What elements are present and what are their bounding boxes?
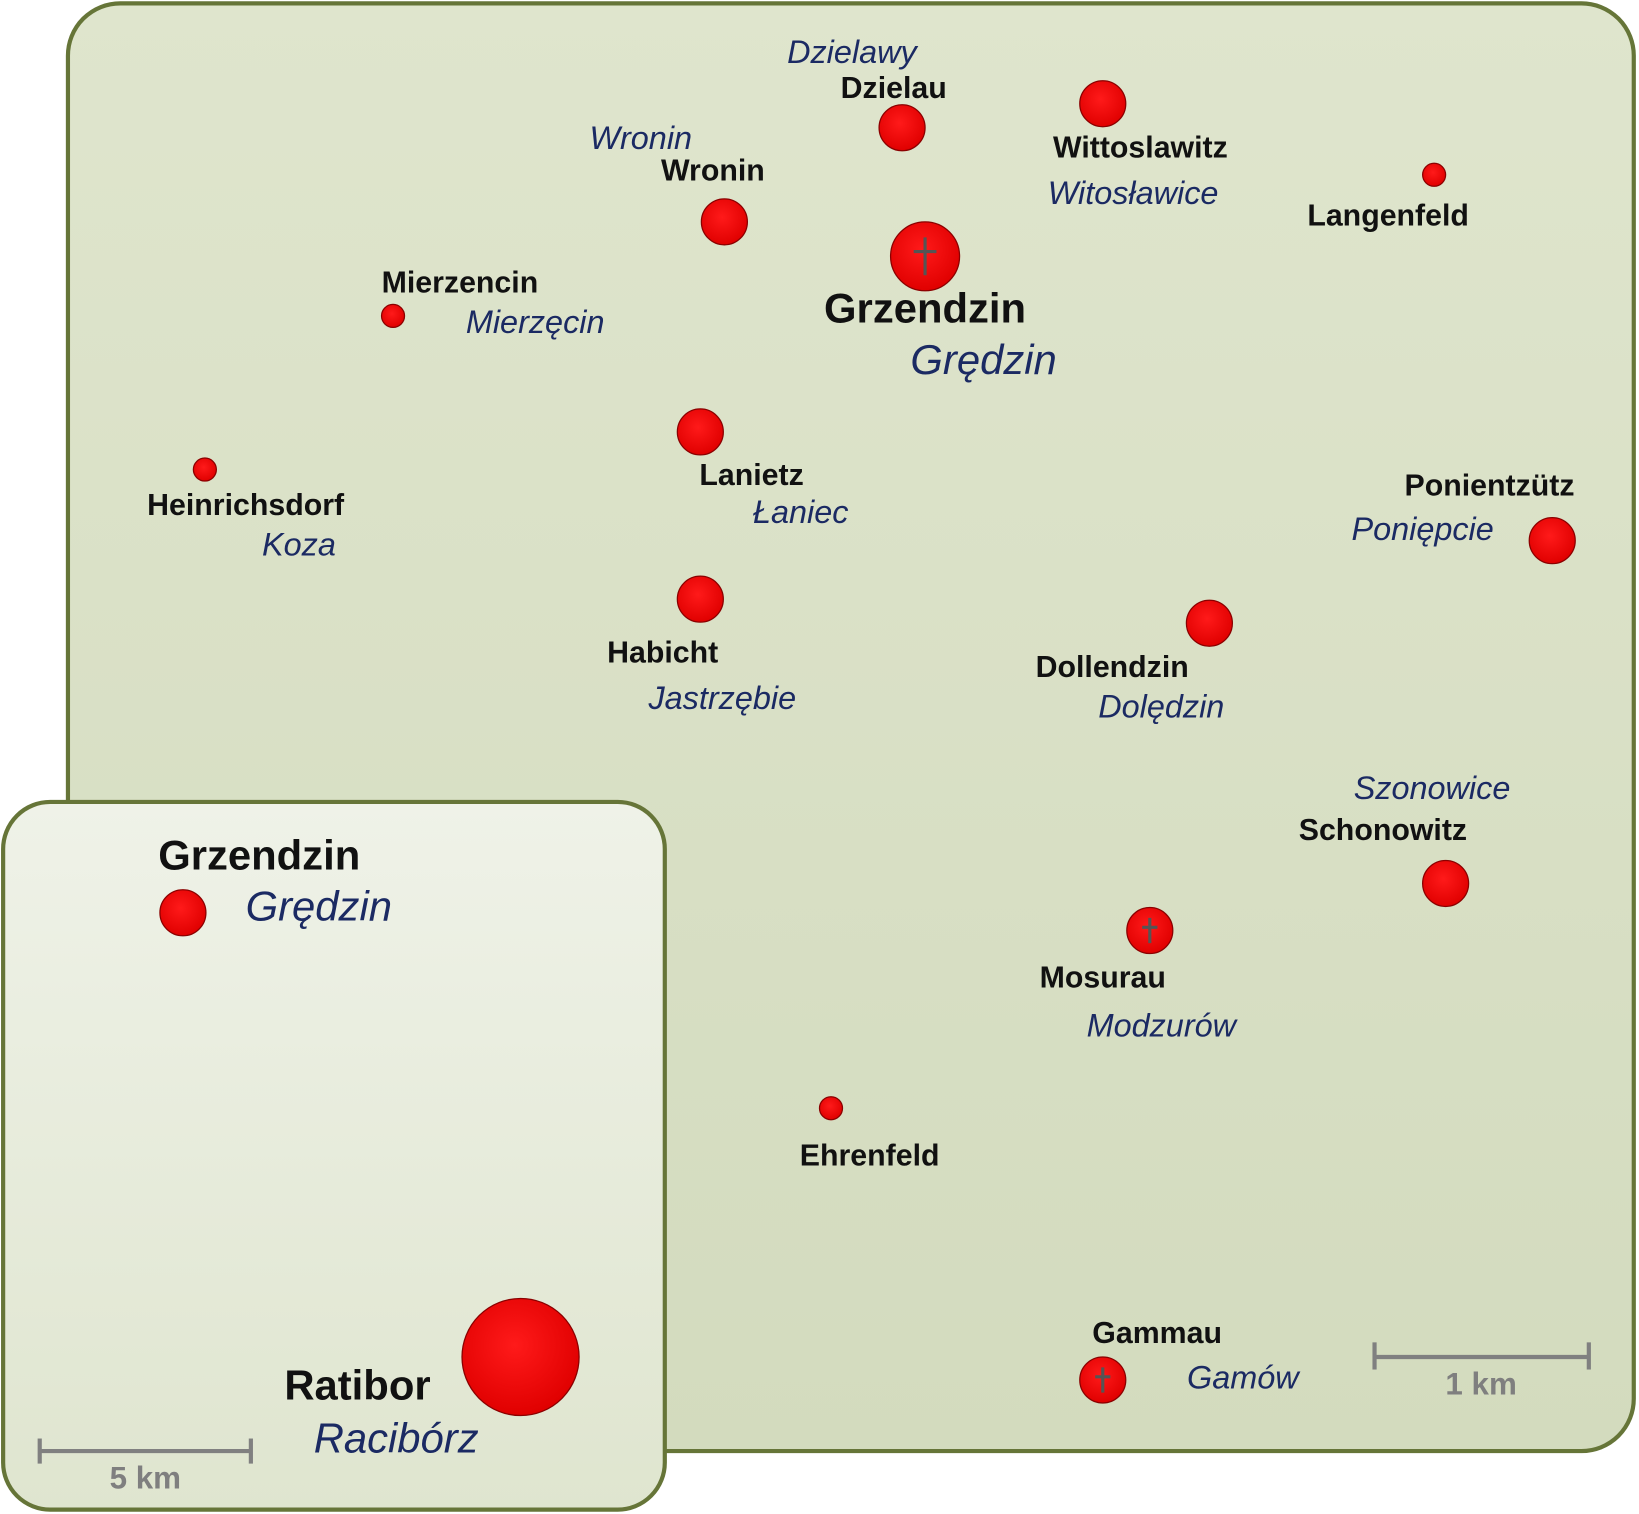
inset-map: 5 km Grzendzin Grędzin Ratibor Racibórz: [1, 799, 667, 1512]
polish-name: Grędzin: [910, 336, 1056, 383]
german-name: Heinrichsdorf: [147, 489, 345, 522]
polish-name: Mierzęcin: [466, 304, 605, 340]
place-marker: [159, 889, 207, 937]
german-name: Habicht: [607, 637, 718, 670]
place-marker: [1421, 859, 1470, 908]
scale-bar: [37, 1438, 253, 1464]
scale-label: 5 km: [110, 1461, 181, 1496]
place-marker: [1185, 599, 1234, 647]
church-icon: [913, 237, 937, 276]
scale-label: 1 km: [1445, 1367, 1516, 1402]
place-marker: [676, 575, 724, 623]
polish-name: Dolędzin: [1098, 688, 1224, 724]
polish-name: Dzielawy: [787, 34, 918, 70]
place-marker: [380, 303, 406, 329]
polish-name: Jastrzębie: [647, 680, 796, 716]
place-marker: [1079, 80, 1127, 128]
scale-bar: [1372, 1342, 1591, 1370]
polish-name: Wronin: [589, 120, 692, 156]
german-name: Grzendzin: [824, 285, 1026, 332]
german-name: Mierzencin: [382, 267, 539, 300]
place-marker: [676, 408, 724, 456]
german-name: Ehrenfeld: [800, 1139, 940, 1172]
polish-name: Gamów: [1187, 1360, 1301, 1396]
place-marker: [1528, 517, 1576, 565]
polish-name: Poniępcie: [1351, 511, 1493, 547]
german-name: Langenfeld: [1307, 200, 1469, 233]
place-marker: [818, 1096, 844, 1121]
german-name: Dollendzin: [1036, 651, 1189, 684]
church-icon: [1142, 917, 1158, 944]
german-name: Wronin: [661, 155, 765, 188]
church-icon: [1095, 1367, 1111, 1393]
place-marker: [192, 457, 218, 482]
polish-name: Grędzin: [246, 883, 392, 930]
polish-name: Koza: [262, 526, 336, 562]
german-name: Grzendzin: [158, 831, 360, 878]
german-name: Mosurau: [1040, 962, 1166, 995]
german-name: Wittoslawitz: [1053, 132, 1228, 165]
polish-name: Modzurów: [1087, 1007, 1239, 1043]
german-name: Ratibor: [284, 1361, 430, 1408]
polish-name: Racibórz: [314, 1415, 479, 1462]
german-name: Schonowitz: [1299, 814, 1467, 847]
polish-name: Witosławice: [1048, 175, 1219, 211]
german-name: Dzielau: [841, 72, 947, 105]
place-marker: [461, 1297, 580, 1417]
place-marker: [700, 198, 749, 246]
place-marker: [878, 104, 926, 152]
place-marker: [1421, 162, 1447, 187]
german-name: Lanietz: [699, 459, 803, 492]
german-name: Gammau: [1092, 1317, 1222, 1350]
german-name: Ponientzütz: [1405, 469, 1575, 502]
polish-name: Łaniec: [753, 494, 848, 530]
polish-name: Szonowice: [1354, 770, 1511, 806]
